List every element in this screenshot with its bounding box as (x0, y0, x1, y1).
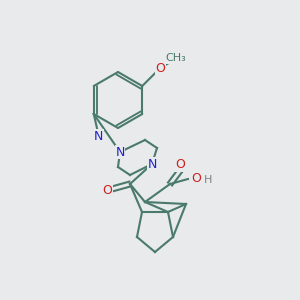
Text: N: N (115, 146, 125, 158)
Text: O: O (175, 158, 185, 172)
Text: O: O (191, 172, 201, 185)
Text: O: O (155, 61, 165, 74)
Text: CH₃: CH₃ (166, 53, 187, 63)
Text: H: H (204, 175, 212, 185)
Text: N: N (94, 130, 104, 142)
Text: N: N (147, 158, 157, 170)
Text: O: O (102, 184, 112, 197)
